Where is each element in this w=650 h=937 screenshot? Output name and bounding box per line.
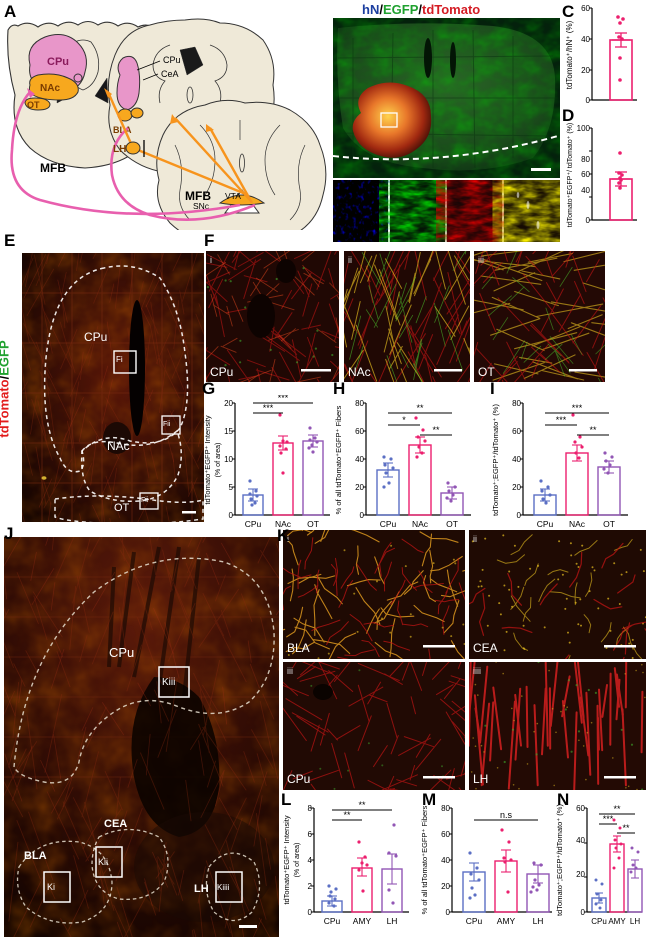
svg-text:CPu: CPu [47, 56, 69, 68]
svg-text:CPu: CPu [245, 519, 262, 529]
svg-text:**: ** [416, 403, 424, 413]
svg-text:iiii: iiii [473, 666, 481, 676]
svg-text:OT: OT [478, 365, 495, 379]
svg-text:CPu: CPu [109, 645, 134, 660]
svg-text:CPu: CPu [324, 916, 341, 926]
svg-text:iii: iii [287, 666, 293, 676]
svg-text:LH: LH [113, 144, 126, 155]
svg-text:CPu: CPu [466, 916, 483, 926]
svg-text:tdTomato⁺EGFP⁺ Intensity: tdTomato⁺EGFP⁺ Intensity [203, 415, 212, 504]
svg-text:AMY: AMY [497, 916, 516, 926]
svg-text:ii: ii [473, 534, 477, 544]
svg-text:tdTomato⁺/hN⁺ (%): tdTomato⁺/hN⁺ (%) [565, 20, 574, 89]
svg-text:MFB: MFB [40, 161, 66, 175]
svg-text:Kiii: Kiii [162, 677, 175, 688]
svg-text:NAc: NAc [348, 365, 371, 379]
svg-text:OT: OT [307, 519, 319, 529]
svg-text:% of all tdTomato⁺EGFP⁺ Fibers: % of all tdTomato⁺EGFP⁺ Fibers [420, 805, 429, 914]
svg-text:***: *** [278, 395, 289, 403]
svg-text:LH: LH [630, 917, 640, 926]
svg-text:CEA: CEA [473, 641, 498, 655]
svg-text:OT: OT [27, 100, 40, 110]
svg-text:MFB: MFB [185, 189, 211, 203]
svg-text:OT: OT [114, 502, 130, 514]
svg-text:40: 40 [576, 836, 585, 845]
svg-text:CPu: CPu [84, 330, 107, 344]
svg-text:CPu: CPu [210, 365, 233, 379]
svg-text:100: 100 [577, 124, 591, 133]
svg-text:NAc: NAc [412, 519, 429, 529]
svg-text:**: ** [432, 425, 440, 435]
svg-text:*: * [402, 415, 406, 425]
svg-text:NAc: NAc [107, 439, 130, 453]
svg-text:NAc: NAc [569, 519, 586, 529]
svg-text:Fii: Fii [163, 421, 171, 428]
svg-text:LH: LH [533, 916, 544, 926]
svg-text:**: ** [622, 823, 630, 833]
svg-text:CPu: CPu [380, 519, 397, 529]
svg-text:ii: ii [348, 255, 352, 265]
svg-text:**: ** [343, 810, 351, 820]
svg-text:Fii: Fii [141, 497, 149, 504]
svg-text:CPu: CPu [537, 519, 554, 529]
svg-text:LH: LH [194, 883, 209, 895]
svg-text:LH: LH [473, 772, 488, 786]
svg-text:CEA: CEA [104, 818, 127, 830]
svg-text:BLA: BLA [24, 850, 47, 862]
svg-text:40: 40 [581, 186, 590, 195]
svg-text:i: i [210, 255, 212, 265]
svg-text:OT: OT [603, 519, 615, 529]
svg-text:iii: iii [478, 255, 484, 265]
svg-text:(% of area): (% of area) [215, 443, 222, 478]
svg-text:tdTomato⁺EGFP⁺ Intensity: tdTomato⁺EGFP⁺ Intensity [282, 815, 291, 904]
svg-text:CPu: CPu [591, 917, 607, 926]
svg-text:**: ** [358, 800, 366, 810]
svg-text:tdTomato⁺;EGFP⁺/tdTomato⁺ (%): tdTomato⁺;EGFP⁺/tdTomato⁺ (%) [491, 404, 500, 516]
svg-text:Kii: Kii [98, 857, 108, 867]
svg-text:NAc: NAc [40, 83, 60, 94]
svg-text:(% of area): (% of area) [294, 843, 301, 878]
svg-text:**: ** [613, 804, 621, 814]
svg-text:CPu: CPu [287, 772, 310, 786]
svg-text:CPu: CPu [163, 55, 181, 65]
svg-text:***: *** [556, 415, 567, 425]
svg-text:***: *** [263, 403, 274, 413]
svg-text:**: ** [589, 425, 597, 435]
svg-text:20: 20 [576, 870, 585, 879]
svg-text:tdTomato⁺;EGFP⁺/tdTomato⁺ (%): tdTomato⁺;EGFP⁺/tdTomato⁺ (%) [555, 804, 564, 916]
svg-text:Fi: Fi [116, 355, 123, 364]
svg-text:% of all tdTomato⁺EGFP⁺ Fibers: % of all tdTomato⁺EGFP⁺ Fibers [334, 405, 343, 514]
svg-text:***: *** [572, 403, 583, 413]
svg-text:OT: OT [446, 519, 458, 529]
svg-text:CeA: CeA [161, 69, 179, 79]
svg-text:Kiiii: Kiiii [217, 883, 230, 892]
svg-text:AMY: AMY [353, 916, 372, 926]
svg-text:***: *** [603, 814, 614, 824]
svg-text:tdTomato⁺EGFP⁺/ tdTomato⁺ (%): tdTomato⁺EGFP⁺/ tdTomato⁺ (%) [567, 123, 574, 227]
svg-text:Ki: Ki [47, 882, 55, 892]
svg-text:n.s: n.s [500, 810, 513, 820]
svg-text:BLA: BLA [287, 641, 310, 655]
svg-text:LH: LH [387, 916, 398, 926]
svg-text:80: 80 [581, 155, 590, 164]
svg-text:AMY: AMY [608, 917, 626, 926]
